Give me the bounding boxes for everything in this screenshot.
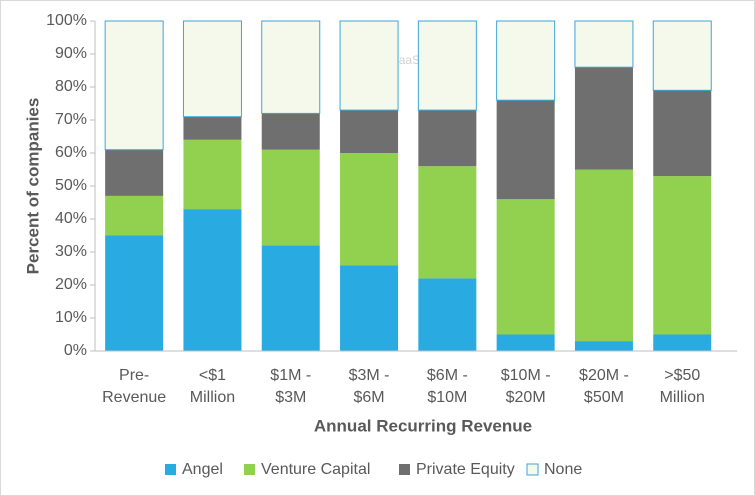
bar-segment	[261, 113, 320, 150]
y-tick-label: 30%	[55, 243, 87, 260]
legend-item: Angel	[165, 461, 223, 478]
x-tick-label: $20M	[506, 389, 546, 406]
legend-swatch	[244, 464, 255, 475]
bar-segment	[261, 20, 321, 114]
legend-item: None	[526, 461, 582, 478]
x-tick-label: $6M -	[427, 367, 468, 384]
bar-segment	[183, 116, 242, 140]
y-tick-label: 70%	[55, 111, 87, 128]
y-tick-label: 40%	[55, 210, 87, 227]
x-axis-title: Annual Recurring Revenue	[314, 416, 532, 435]
x-tick-label: Million	[190, 389, 235, 406]
y-tick-label: 100%	[46, 12, 87, 29]
x-tick-label: Revenue	[102, 389, 166, 406]
x-tick-label: $20M -	[579, 367, 629, 384]
y-axis-title: Percent of companies	[23, 98, 42, 275]
bar-segment	[496, 334, 555, 351]
x-tick-label: $6M	[353, 389, 384, 406]
bar-segment	[496, 199, 555, 335]
bar-segment	[340, 265, 399, 351]
x-tick-label: Million	[660, 389, 705, 406]
bar-segment	[496, 20, 556, 101]
x-tick-label: $10M -	[501, 367, 551, 384]
legend-label: Angel	[182, 461, 223, 478]
bar-segment	[340, 153, 399, 266]
bar-segment	[418, 166, 477, 279]
legend-item: Private Equity	[399, 461, 515, 478]
x-tick-label: $3M	[275, 389, 306, 406]
y-tick-label: 0%	[64, 342, 87, 359]
bar-segment	[105, 195, 164, 236]
legend-item: Venture Capital	[244, 461, 370, 478]
bar-segment	[183, 139, 242, 210]
x-tick-label: >$50	[664, 367, 700, 384]
y-tick-label: 60%	[55, 144, 87, 161]
y-tick-label: 80%	[55, 78, 87, 95]
bar-segment	[418, 110, 477, 167]
x-tick-label: <$1	[199, 367, 226, 384]
x-tick-label: $3M -	[349, 367, 390, 384]
bar-segment	[418, 278, 477, 351]
bar-segment	[105, 235, 164, 351]
bar-segment	[652, 20, 712, 91]
bar-segment	[182, 20, 242, 118]
y-tick-label: 50%	[55, 177, 87, 194]
x-tick-label: $50M	[584, 389, 624, 406]
x-tick-label: $10M	[427, 389, 467, 406]
bar-segment	[261, 245, 320, 351]
y-tick-label: 10%	[55, 309, 87, 326]
bar-segment	[340, 110, 399, 153]
x-tick-label: Pre-	[119, 367, 149, 384]
bar-segment	[105, 149, 164, 196]
legend-swatch	[399, 464, 410, 475]
bar-segment	[261, 149, 320, 246]
bar-segment	[653, 176, 712, 335]
legend-swatch	[165, 464, 176, 475]
bar-segment	[574, 67, 633, 170]
bar-segment	[574, 169, 633, 342]
legend-label: None	[544, 461, 582, 478]
bar-segment	[574, 20, 634, 68]
bar-segment	[417, 20, 477, 111]
bar-segment	[339, 20, 399, 111]
y-tick-label: 20%	[55, 276, 87, 293]
bar-segment	[104, 20, 164, 151]
legend-label: Venture Capital	[261, 461, 370, 478]
bar-segment	[183, 209, 242, 351]
bar-segment	[653, 90, 712, 177]
y-tick-label: 90%	[55, 45, 87, 62]
legend-swatch	[526, 463, 539, 476]
x-tick-label: $1M -	[270, 367, 311, 384]
bar-segment	[574, 341, 633, 351]
bar-segment	[653, 334, 712, 351]
legend-label: Private Equity	[416, 461, 515, 478]
bar-segment	[496, 100, 555, 200]
